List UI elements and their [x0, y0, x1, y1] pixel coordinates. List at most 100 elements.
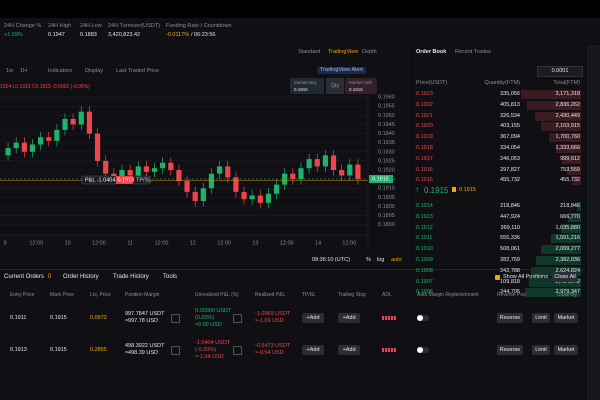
alert-button[interactable]: TradingView Alert	[317, 67, 366, 74]
market-sell[interactable]: Market Sell 0.1915	[345, 78, 377, 94]
candle-body	[103, 160, 109, 174]
x-tick-label: 12:00	[92, 240, 106, 246]
unrealized-pnl: ≈-1.04 USD	[195, 354, 224, 360]
candle-body	[355, 164, 361, 180]
auto-margin-toggle[interactable]	[417, 347, 429, 353]
ohlc-line: 1924 L0.1913 C0.1915 -0.0001 (-0.05%)	[0, 84, 90, 90]
market-button[interactable]: Market	[554, 345, 578, 355]
market-buy[interactable]: Market Buy 0.1915	[290, 78, 324, 94]
candle-body	[265, 193, 272, 203]
limit-button[interactable]: Limit	[532, 345, 550, 355]
scale-option[interactable]: auto	[391, 257, 402, 263]
ob-qty: 218,846	[500, 203, 520, 209]
share-icon[interactable]	[233, 346, 242, 355]
ob-qty: 334,054	[500, 145, 520, 151]
show-all-label: Show All Positions	[503, 274, 548, 280]
checkbox[interactable]	[495, 275, 500, 280]
chart-tab[interactable]: Depth	[362, 49, 377, 55]
tp-sl-add[interactable]: +Add	[302, 345, 324, 355]
candle-body	[143, 166, 149, 172]
chart-tab[interactable]: TradingView	[328, 49, 359, 55]
reverse-button[interactable]: Reverse	[497, 313, 523, 323]
ob-price: 0.1917	[416, 155, 433, 162]
liq-price: 0.0972	[90, 315, 107, 321]
candle-body	[54, 129, 60, 141]
toolbar-item[interactable]: Display	[85, 68, 104, 74]
x-tick-label: 12:00	[29, 240, 43, 246]
stat-label: Funding Rate / Countdown	[166, 23, 232, 29]
toolbar-item[interactable]: Indicators	[48, 68, 72, 74]
market-sell-value: 0.1915	[349, 87, 363, 92]
ob-total: 2,103,915	[555, 123, 580, 130]
limit-button[interactable]: Limit	[532, 313, 550, 323]
y-tick-label: 0.1890	[378, 222, 395, 228]
ob-header-price: Price(USDT)	[416, 80, 448, 86]
trailing-add[interactable]: +Add	[338, 313, 360, 323]
candle-body	[21, 142, 27, 152]
depth-bar	[541, 245, 581, 255]
trailing-add[interactable]: +Add	[338, 345, 360, 355]
position-tab[interactable]: Order History	[63, 274, 99, 280]
depth-bar	[561, 223, 581, 233]
x-tick-label: 11	[127, 240, 133, 246]
price-chart: 0.1890 0.1895 0.1900 0.1905 0.1910 0.1915 0.19…	[0, 85, 395, 250]
market-buy-label: Market Buy	[294, 80, 317, 85]
last-price-box	[369, 175, 393, 183]
share-icon[interactable]	[233, 314, 242, 323]
edit-icon[interactable]	[171, 314, 180, 323]
column-header: Position Margin	[125, 292, 160, 298]
x-tick-label: 13	[252, 240, 258, 246]
candle-body	[62, 118, 68, 130]
candle-body	[339, 170, 345, 176]
position-margin: 498.3922 USDT	[125, 343, 165, 349]
candle-body	[200, 188, 206, 202]
qty-input[interactable]: Qty	[326, 78, 344, 94]
x-tick-label: 9	[3, 240, 6, 246]
depth-bar	[541, 122, 581, 132]
ob-total: 2,099,277	[555, 246, 580, 253]
position-tab[interactable]: Current Orders	[4, 274, 45, 280]
depth-bar	[568, 212, 581, 222]
ob-price: 0.1922	[416, 101, 433, 108]
stat-label: 24H High	[48, 23, 71, 29]
auto-margin-toggle[interactable]	[417, 315, 429, 321]
recent-trades-tab[interactable]: Recent Trades	[455, 49, 491, 55]
toolbar-item[interactable]: 1w	[6, 68, 14, 74]
position-tab[interactable]: Tools	[163, 274, 178, 280]
reverse-button[interactable]: Reverse	[497, 345, 523, 355]
adl-indicator	[382, 316, 396, 320]
close-all[interactable]: Close All	[552, 272, 578, 282]
order-book-tab[interactable]: Order Book	[416, 49, 447, 55]
step-select[interactable]: 0.0001	[537, 66, 583, 77]
toolbar-item[interactable]: Last Traded Price	[116, 68, 160, 74]
position-margin: ≈498.39 USD	[125, 350, 158, 356]
position-tab[interactable]: Trade History	[113, 274, 149, 280]
candle-body	[94, 133, 101, 161]
scale-option[interactable]: %	[366, 257, 371, 263]
order-book-panel	[412, 45, 585, 267]
depth-bar	[572, 176, 581, 186]
tp-sl-add[interactable]: +Add	[302, 313, 324, 323]
toolbar-item[interactable]: 1H	[20, 68, 28, 74]
ob-total: 2,624,824	[555, 267, 580, 274]
market-button[interactable]: Market	[554, 313, 578, 323]
candle-body	[78, 111, 84, 125]
y-tick-label: 0.1910	[378, 186, 395, 192]
edit-icon[interactable]	[171, 346, 180, 355]
candle-body	[208, 173, 215, 189]
ob-qty: 403,155	[500, 123, 520, 130]
depth-bar	[548, 133, 581, 143]
candle-body	[273, 184, 280, 194]
ob-qty: 326,534	[500, 112, 520, 119]
y-tick-label: 0.1935	[378, 140, 395, 146]
ob-total: 1,333,666	[555, 145, 580, 151]
y-tick-label: 0.1905	[378, 195, 395, 201]
entry-price: 0.1911	[10, 315, 27, 321]
ob-price: 0.1918	[416, 145, 433, 151]
chart-tab[interactable]: Standard	[298, 49, 321, 55]
ob-qty: 282,759	[500, 257, 520, 263]
scale-option[interactable]: log	[377, 257, 385, 263]
y-tick-label: 0.1945	[378, 122, 395, 128]
top-bar	[0, 0, 600, 18]
